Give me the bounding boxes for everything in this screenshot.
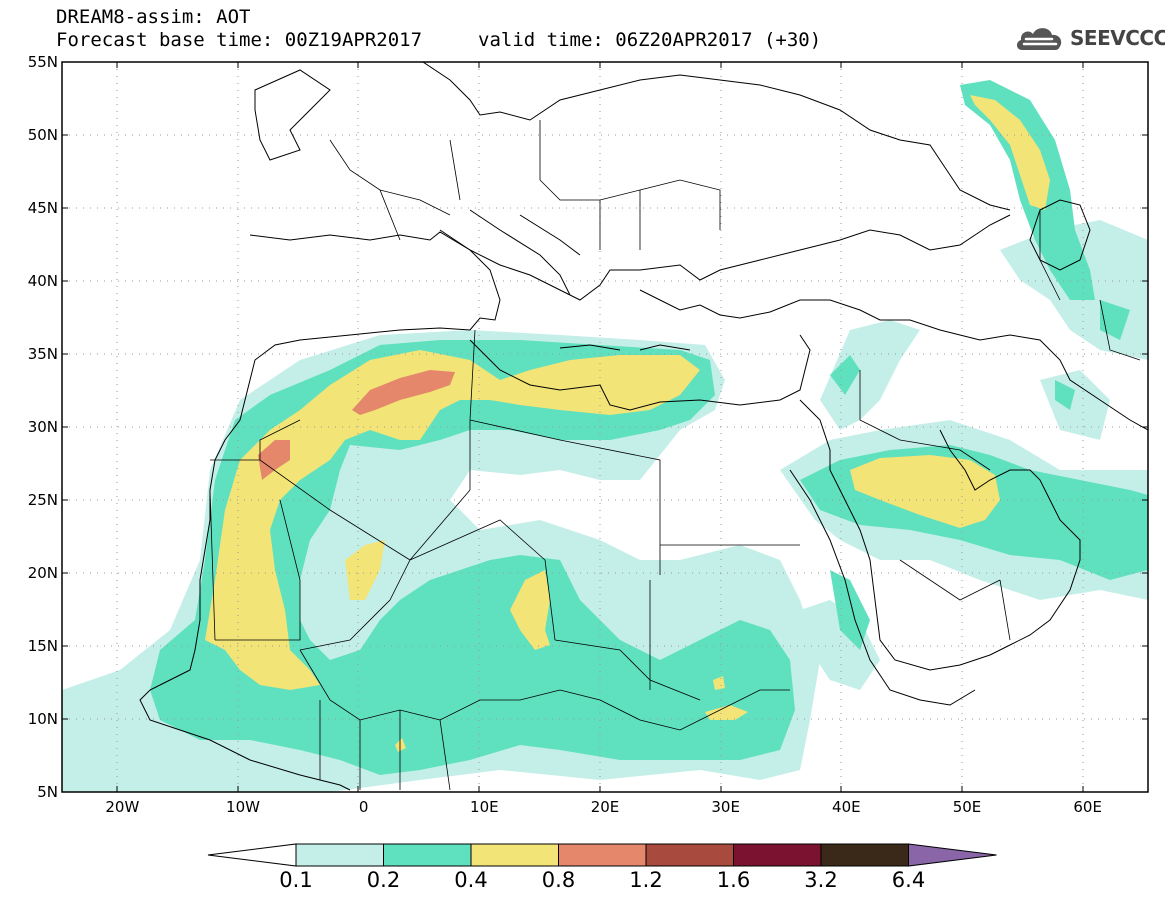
lat-label: 30N (28, 418, 58, 436)
lat-label: 40N (28, 272, 58, 290)
colorbar-box (295, 843, 384, 867)
lon-label: 60E (1073, 798, 1102, 816)
lon-label: 10E (470, 798, 499, 816)
country-borders (209, 120, 1141, 791)
lat-label: 20N (28, 564, 58, 582)
lat-label: 5N (37, 783, 58, 801)
colorbar-boxes (207, 843, 997, 867)
colorbar-box (470, 843, 559, 867)
graticule (62, 62, 1148, 792)
aot-level-0.8 (258, 370, 455, 480)
colorbar-tick-label: 3.2 (804, 868, 837, 892)
latitude-labels: 55N 50N 45N 40N 35N 30N 25N 20N 15N 10N 5N (28, 53, 58, 801)
aot-contours (62, 62, 1148, 792)
colorbar-low-arrow (207, 843, 297, 867)
longitude-labels: 20W 10W 0 10E 20E 30E 40E 50E 60E (105, 798, 1102, 816)
lat-label: 10N (28, 710, 58, 728)
aot-level-0.4 (205, 95, 1050, 752)
colorbar-tick-label: 0.8 (542, 868, 575, 892)
logo-text: SEEVCCC (1070, 26, 1165, 50)
colorbar-tick-label: 6.4 (892, 868, 925, 892)
lat-label: 50N (28, 126, 58, 144)
lat-label: 45N (28, 199, 58, 217)
lon-label: 20E (591, 798, 620, 816)
forecast-base-time: Forecast base time: 00Z19APR2017 (56, 29, 423, 51)
colorbar-box (558, 843, 647, 867)
lon-label: 10W (226, 798, 260, 816)
colorbar-tick-label: 0.2 (367, 868, 400, 892)
map-title: DREAM8-assim: AOT (56, 6, 251, 28)
colorbar-box (645, 843, 734, 867)
colorbar-tick-label: 0.4 (454, 868, 487, 892)
lon-label: 50E (953, 798, 982, 816)
colorbar-box (820, 843, 909, 867)
axis-ticks (62, 61, 1148, 793)
valid-time: valid time: 06Z20APR2017 (+30) (478, 29, 822, 51)
colorbar-tick-label: 1.6 (717, 868, 750, 892)
lon-label: 30E (711, 798, 740, 816)
colorbar-box (733, 843, 822, 867)
colorbar-tick-labels: 0.1 0.2 0.4 0.8 1.2 1.6 3.2 6.4 (279, 868, 925, 892)
lat-label: 55N (28, 53, 58, 71)
lat-label: 25N (28, 491, 58, 509)
lon-label: 20W (105, 798, 139, 816)
colorbar-high-arrow (908, 843, 997, 867)
seevccc-logo: SEEVCCC (1014, 22, 1165, 54)
colorbar-tick-label: 1.2 (629, 868, 662, 892)
colorbar-tick-label: 0.1 (279, 868, 312, 892)
colorbar-box (383, 843, 472, 867)
cloud-icon (1016, 28, 1062, 50)
coastlines (139, 62, 1148, 791)
lon-label: 40E (832, 798, 861, 816)
lat-label: 15N (28, 637, 58, 655)
lon-label: 0 (359, 798, 369, 816)
lat-label: 35N (28, 345, 58, 363)
